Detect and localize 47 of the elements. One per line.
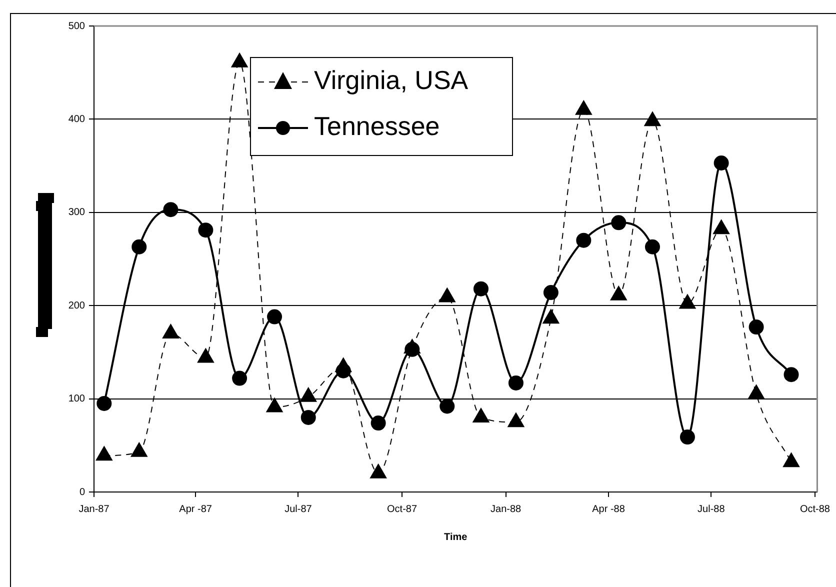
x-tick-label: Oct-88	[800, 504, 830, 515]
x-tick-label: Oct-87	[387, 504, 418, 515]
y-tick-label: 0	[79, 486, 86, 498]
point	[542, 309, 560, 324]
x-tick-label: Jul-87	[284, 504, 312, 515]
point	[266, 398, 283, 412]
x-tick-label: Jan-87	[78, 504, 110, 515]
point	[370, 464, 387, 478]
point	[267, 309, 282, 324]
point	[130, 442, 148, 457]
point	[472, 408, 490, 422]
point	[748, 320, 764, 335]
point	[782, 452, 800, 468]
point	[96, 396, 112, 411]
point	[473, 281, 488, 296]
y-tick-label: 500	[68, 20, 86, 32]
point	[508, 412, 524, 428]
y-tick-label: 300	[68, 207, 86, 218]
point	[404, 338, 420, 354]
point	[611, 215, 626, 230]
point	[163, 202, 178, 218]
point	[438, 288, 456, 302]
legend-label: Tennessee	[314, 111, 440, 142]
legend-label: Virginia, USA	[314, 65, 469, 96]
point	[300, 387, 317, 402]
x-tick-label: Jan-88	[490, 504, 522, 515]
point	[644, 239, 660, 254]
y-tick-label: 200	[68, 300, 86, 312]
point	[335, 358, 352, 372]
point	[132, 239, 147, 254]
point	[748, 384, 765, 400]
y-tick-label: 400	[68, 114, 86, 125]
point	[162, 324, 180, 339]
x-tick-label: Apr -87	[179, 504, 212, 515]
x-axis-title: Time	[444, 532, 468, 543]
point	[198, 222, 214, 238]
y-tick-label: 100	[68, 394, 86, 405]
point	[232, 370, 248, 386]
point	[543, 285, 558, 300]
point	[714, 156, 729, 171]
x-tick-label: Jul-88	[698, 504, 726, 515]
point	[96, 446, 112, 461]
point	[508, 375, 524, 390]
point	[576, 232, 592, 248]
point	[679, 294, 696, 309]
x-tick-label: Apr -88	[592, 504, 626, 515]
point	[197, 348, 214, 363]
